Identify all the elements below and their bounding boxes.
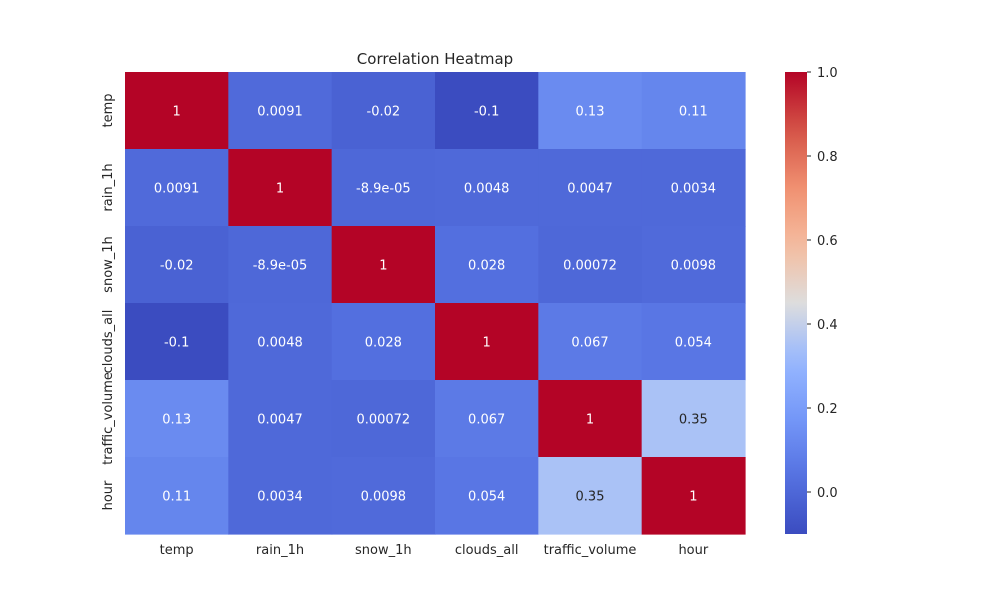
cell-annotation: -0.02 xyxy=(367,105,401,120)
heatmap-cell-snow_1h-temp xyxy=(125,226,229,304)
cell-annotation: 0.0047 xyxy=(257,413,303,428)
colorbar-gradient xyxy=(785,72,807,534)
cell-annotation: 0.054 xyxy=(468,490,505,505)
heatmap-cell-rain_1h-snow_1h xyxy=(331,149,436,227)
cell-annotation: -8.9e-05 xyxy=(253,259,308,274)
cell-annotation: 0.0098 xyxy=(361,490,407,505)
cell-annotation: -0.1 xyxy=(474,105,499,120)
cell-annotation: 0.00072 xyxy=(563,259,617,274)
cell-annotation: 1 xyxy=(689,490,697,505)
cell-annotation: 0.054 xyxy=(675,336,712,351)
heatmap-cell-traffic_volume-temp xyxy=(125,380,229,458)
cell-annotation: 0.00072 xyxy=(356,413,410,428)
cell-annotation: 1 xyxy=(379,259,387,274)
heatmap-cell-temp-rain_1h xyxy=(228,72,333,150)
heatmap-cell-rain_1h-clouds_all xyxy=(435,149,539,227)
cell-annotation: 0.0048 xyxy=(464,182,510,197)
cell-annotation: 0.067 xyxy=(571,336,608,351)
colorbar-tick-label: 0.6 xyxy=(817,234,838,249)
cell-annotation: 1 xyxy=(483,336,491,351)
heatmap-cell-traffic_volume-hour xyxy=(641,380,746,458)
heatmap-cell-rain_1h-traffic_volume xyxy=(538,149,643,227)
cell-annotation: 1 xyxy=(586,413,594,428)
heatmap-cell-hour-temp xyxy=(125,457,229,535)
heatmap-cell-clouds_all-traffic_volume xyxy=(538,303,643,381)
heatmap-cell-rain_1h-hour xyxy=(641,149,746,227)
heatmap-cell-temp-temp xyxy=(125,72,229,150)
cell-annotation: 0.35 xyxy=(576,490,605,505)
colorbar: 0.0 0.2 0.4 0.6 0.8 1.0 xyxy=(785,66,838,534)
cell-annotation: -8.9e-05 xyxy=(356,182,411,197)
x-axis-tick-labels: temp rain_1h snow_1h clouds_all traffic_volu… xyxy=(160,543,709,558)
cell-annotation: 0.13 xyxy=(576,105,605,120)
colorbar-tick-label: 0.0 xyxy=(817,486,838,501)
heatmap-cell-hour-hour xyxy=(641,457,746,535)
x-tick-label: rain_1h xyxy=(256,543,304,558)
heatmap-cell-clouds_all-rain_1h xyxy=(228,303,333,381)
y-tick-label: traffic_volume xyxy=(101,372,116,465)
y-tick-label: snow_1h xyxy=(101,236,116,293)
heatmap-cell-temp-snow_1h xyxy=(331,72,436,150)
x-tick-label: temp xyxy=(160,543,194,558)
heatmap-cell-snow_1h-snow_1h xyxy=(331,226,436,304)
cell-annotation: 1 xyxy=(173,105,181,120)
heatmap-cell-clouds_all-hour xyxy=(641,303,746,381)
cell-annotation: 0.0034 xyxy=(257,490,303,505)
x-tick-label: snow_1h xyxy=(355,543,412,558)
heatmap-cell-traffic_volume-traffic_volume xyxy=(538,380,643,458)
cell-annotation: 1 xyxy=(276,182,284,197)
heatmap-cells xyxy=(125,72,746,535)
cell-annotation: 0.0098 xyxy=(671,259,717,274)
cell-annotation: 0.0034 xyxy=(671,182,717,197)
cell-annotation: 0.067 xyxy=(468,413,505,428)
heatmap-cell-traffic_volume-snow_1h xyxy=(331,380,436,458)
heatmap-cell-snow_1h-hour xyxy=(641,226,746,304)
heatmap-cell-rain_1h-rain_1h xyxy=(228,149,333,227)
heatmap-cell-clouds_all-snow_1h xyxy=(331,303,436,381)
cell-annotation: 0.028 xyxy=(365,336,402,351)
heatmap-cell-hour-traffic_volume xyxy=(538,457,643,535)
heatmap-cell-hour-rain_1h xyxy=(228,457,333,535)
chart-title: Correlation Heatmap xyxy=(357,50,513,68)
heatmap-cell-temp-traffic_volume xyxy=(538,72,643,150)
y-axis-tick-labels: temp rain_1h snow_1h clouds_alltraffic_volu… xyxy=(101,93,116,510)
heatmap-cell-hour-clouds_all xyxy=(435,457,539,535)
colorbar-tick-label: 0.2 xyxy=(817,402,838,417)
heatmap-cell-traffic_volume-rain_1h xyxy=(228,380,333,458)
colorbar-tick-label: 0.8 xyxy=(817,150,838,165)
heatmap-cell-snow_1h-rain_1h xyxy=(228,226,333,304)
heatmap-cell-hour-snow_1h xyxy=(331,457,436,535)
cell-annotation: 0.0047 xyxy=(567,182,613,197)
cell-annotation: -0.02 xyxy=(160,259,194,274)
cell-annotation: 0.0048 xyxy=(257,336,303,351)
heatmap-cell-snow_1h-clouds_all xyxy=(435,226,539,304)
colorbar-tick-label: 1.0 xyxy=(817,66,838,81)
x-tick-label: clouds_all xyxy=(455,543,519,558)
heatmap-cell-clouds_all-temp xyxy=(125,303,229,381)
colorbar-tick-label: 0.4 xyxy=(817,318,838,333)
cell-annotation: 0.0091 xyxy=(257,105,303,120)
y-tick-label: clouds_all xyxy=(101,310,116,374)
heatmap-cell-temp-clouds_all xyxy=(435,72,539,150)
cell-annotation: 0.0091 xyxy=(154,182,200,197)
heatmap-cell-snow_1h-traffic_volume xyxy=(538,226,643,304)
cell-annotation: 0.11 xyxy=(162,490,191,505)
x-tick-label: traffic_volume xyxy=(544,543,637,558)
y-tick-label: hour xyxy=(101,480,116,510)
cell-annotation: -0.1 xyxy=(164,336,189,351)
cell-annotation: 0.35 xyxy=(679,413,708,428)
y-tick-label: rain_1h xyxy=(101,163,116,211)
heatmap-cell-traffic_volume-clouds_all xyxy=(435,380,539,458)
heatmap-cell-rain_1h-temp xyxy=(125,149,229,227)
x-tick-label: hour xyxy=(678,543,708,558)
heatmap-cell-temp-hour xyxy=(641,72,746,150)
y-tick-label: temp xyxy=(101,93,116,127)
cell-annotation: 0.13 xyxy=(162,413,191,428)
heatmap-cell-clouds_all-clouds_all xyxy=(435,303,539,381)
cell-annotation: 0.028 xyxy=(468,259,505,274)
heatmap-annotations: 1 0.0091 -0.02 -0.1 0.13 0.11 0.0091 1 -8.9e-05 0… xyxy=(154,105,716,505)
cell-annotation: 0.11 xyxy=(679,105,708,120)
